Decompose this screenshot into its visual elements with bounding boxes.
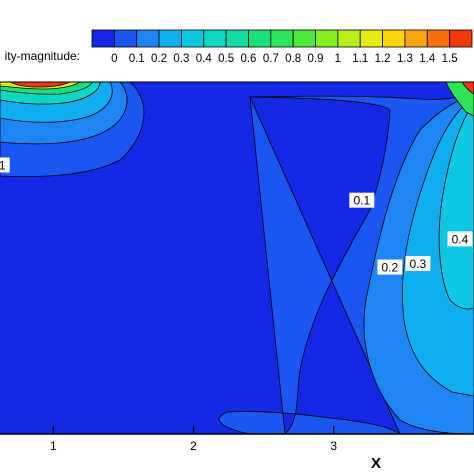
legend-swatch — [292, 29, 316, 48]
legend-swatch — [337, 29, 361, 48]
legend-swatch — [359, 29, 383, 48]
legend-tick-label: 0.9 — [308, 53, 324, 65]
contour-label: 0.3 — [405, 256, 431, 272]
legend-swatch — [91, 29, 115, 48]
legend-swatch — [248, 29, 272, 48]
legend: ity-magnitude: 0 0.1 0.2 0.3 0.4 0.5 0.6 0.7 0.8… — [5, 29, 473, 65]
legend-tick-label: 0.8 — [285, 53, 301, 65]
legend-swatch — [158, 29, 182, 48]
legend-swatch — [203, 29, 227, 48]
x-axis-ticks: 1 2 3 — [50, 426, 337, 453]
contour-label: 0.4 — [447, 231, 473, 247]
legend-tick-label: 1.4 — [419, 53, 436, 65]
legend-tick-label: 0 — [111, 53, 117, 65]
svg-text:0.2: 0.2 — [382, 261, 399, 275]
legend-tick-label: 0.1 — [129, 53, 145, 65]
x-tick-label: 3 — [330, 439, 337, 453]
legend-tick-label: 1.1 — [352, 53, 368, 65]
legend-tick-label: 0.2 — [151, 53, 167, 65]
field-level-0-4 — [438, 103, 474, 310]
x-tick-label: 1 — [50, 439, 57, 453]
contour-label: 0.1 — [349, 192, 375, 208]
legend-swatch — [181, 29, 205, 48]
svg-text:0.3: 0.3 — [410, 257, 427, 271]
plot-area: 0.70.20.10.10.20.30.4 — [0, 82, 474, 434]
legend-tick-label: 0.3 — [173, 53, 189, 65]
contour-label: 0.1 — [0, 157, 10, 173]
legend-tick-label: 1.2 — [375, 53, 391, 65]
legend-swatches — [91, 29, 473, 48]
x-tick-label: 2 — [190, 439, 197, 453]
legend-tick-label: 0.4 — [196, 53, 213, 65]
legend-labels: 0 0.1 0.2 0.3 0.4 0.5 0.6 0.7 0.8 0.9 1 1.1 1.2 1.3 1.… — [111, 53, 457, 65]
legend-title: ity-magnitude: — [5, 49, 80, 63]
legend-swatch — [382, 29, 406, 48]
x-axis-label: X — [371, 455, 381, 472]
legend-swatch — [225, 29, 249, 48]
legend-swatch — [449, 29, 473, 48]
contour-label: 0.2 — [377, 259, 403, 275]
contour-labels: 0.70.20.10.10.20.30.4 — [0, 157, 473, 275]
legend-swatch — [113, 29, 138, 48]
legend-swatch — [426, 29, 451, 48]
field-level-hot-right — [445, 82, 474, 117]
legend-tick-label: 0.6 — [240, 53, 256, 65]
legend-tick-label: 1.5 — [442, 53, 458, 65]
legend-swatch — [315, 29, 339, 48]
legend-tick-label: 1 — [335, 53, 341, 65]
legend-tick-label: 0.5 — [218, 53, 234, 65]
svg-text:0.1: 0.1 — [0, 158, 6, 172]
field-level-peak-left — [9, 82, 71, 88]
svg-text:0.4: 0.4 — [452, 232, 469, 246]
legend-swatch — [404, 29, 428, 48]
svg-text:0.1: 0.1 — [353, 194, 370, 208]
legend-tick-label: 0.7 — [263, 53, 279, 65]
legend-swatch — [136, 29, 160, 48]
legend-tick-label: 1.3 — [397, 53, 413, 65]
legend-swatch — [270, 29, 294, 48]
